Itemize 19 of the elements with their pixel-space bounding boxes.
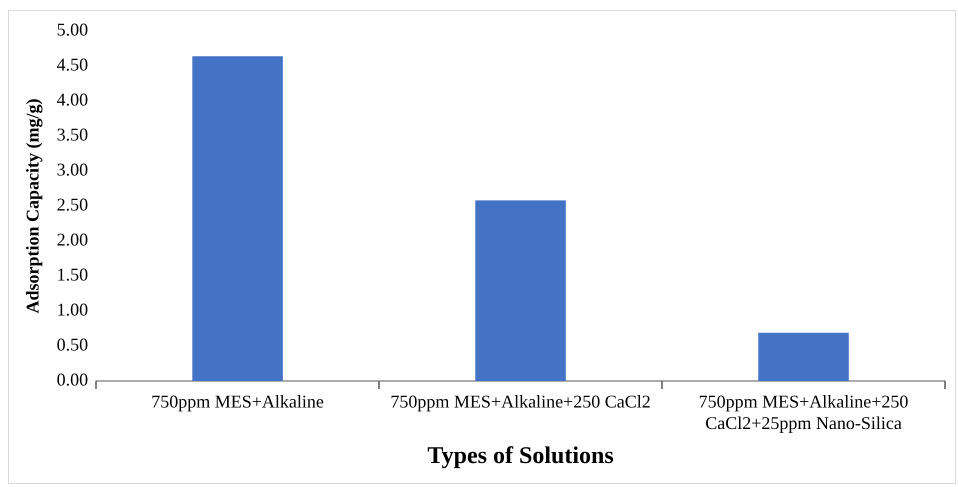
y-tick-label: 2.00	[56, 230, 88, 250]
y-tick-label: 2.50	[56, 194, 88, 215]
y-tick-label: 4.50	[56, 54, 88, 75]
y-tick-label: 3.50	[56, 124, 88, 145]
y-tick-label: 0.00	[56, 370, 88, 390]
x-tick-label: 750ppm MES+Alkaline+250 CaCl2+25ppm Nano-Silica	[698, 392, 908, 434]
x-tick-label: 750ppm MES+Alkaline	[151, 392, 324, 412]
x-tick-label: 750ppm MES+Alkaline+250 CaCl2	[390, 392, 651, 412]
y-axis-title: Adsorption Capacity (mg/g)	[22, 98, 42, 314]
y-tick-label: 0.50	[56, 334, 88, 355]
y-tick-label: 4.00	[56, 90, 88, 110]
bar	[758, 332, 849, 381]
bar	[192, 56, 283, 381]
y-tick-label: 5.00	[56, 20, 88, 40]
x-axis-title: Types of Solutions	[427, 442, 614, 469]
y-tick-label: 1.50	[56, 264, 88, 285]
bar	[475, 200, 566, 381]
y-tick-label: 1.00	[56, 300, 88, 320]
y-tick-label: 3.00	[56, 160, 88, 180]
